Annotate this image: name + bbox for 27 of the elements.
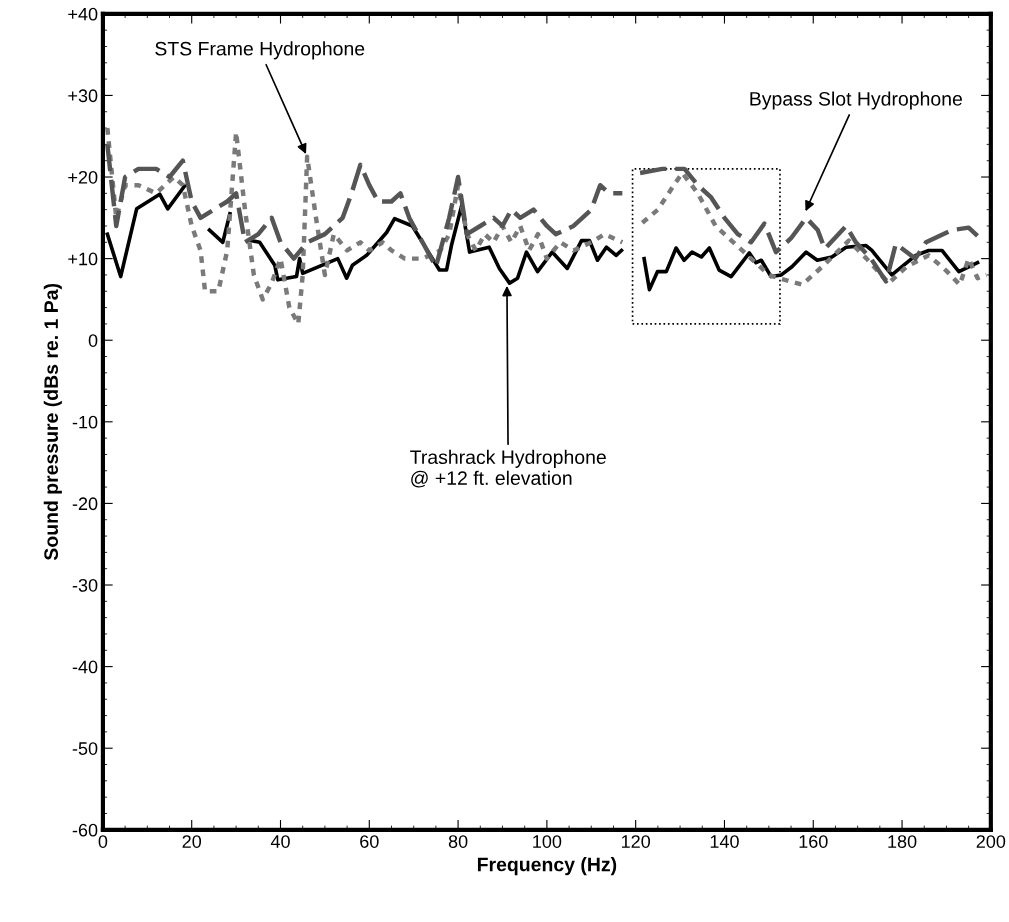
y-tick-label: -20 [72, 497, 98, 511]
x-tick-label: 80 [448, 835, 468, 848]
y-tick-label: +10 [68, 252, 98, 266]
y-tick-label: -30 [72, 578, 98, 592]
x-tick-label: 40 [270, 835, 290, 848]
x-tick-label: 160 [799, 835, 828, 848]
y-tick-label: +20 [68, 170, 98, 184]
annotation: Trashrack Hydrophone @ +12 ft. elevation [410, 449, 606, 488]
y-tick-label: -60 [72, 823, 98, 837]
y-tick-label: +40 [68, 7, 98, 21]
y-tick-label: -10 [72, 415, 98, 429]
x-tick-label: 60 [360, 835, 379, 848]
annotation: Bypass Slot Hydrophone [750, 91, 962, 110]
x-tick-label: 100 [533, 835, 562, 848]
y-tick-label: +30 [68, 89, 98, 103]
x-tick-label: 20 [182, 835, 202, 848]
x-axis-title: Frequency (Hz) [477, 857, 617, 876]
annotation: STS Frame Hydrophone [155, 41, 365, 60]
y-tick-label: -50 [72, 742, 98, 755]
x-tick-label: 180 [888, 835, 917, 848]
y-tick-label: -40 [72, 660, 98, 674]
y-tick-label: 0 [88, 334, 98, 347]
x-tick-label: 0 [98, 835, 108, 848]
x-tick-label: 140 [710, 835, 739, 848]
y-axis-title: Sound pressure (dBs re. 1 Pa) [43, 283, 62, 561]
x-tick-label: 120 [621, 835, 651, 848]
x-tick-label: 200 [976, 835, 1006, 848]
